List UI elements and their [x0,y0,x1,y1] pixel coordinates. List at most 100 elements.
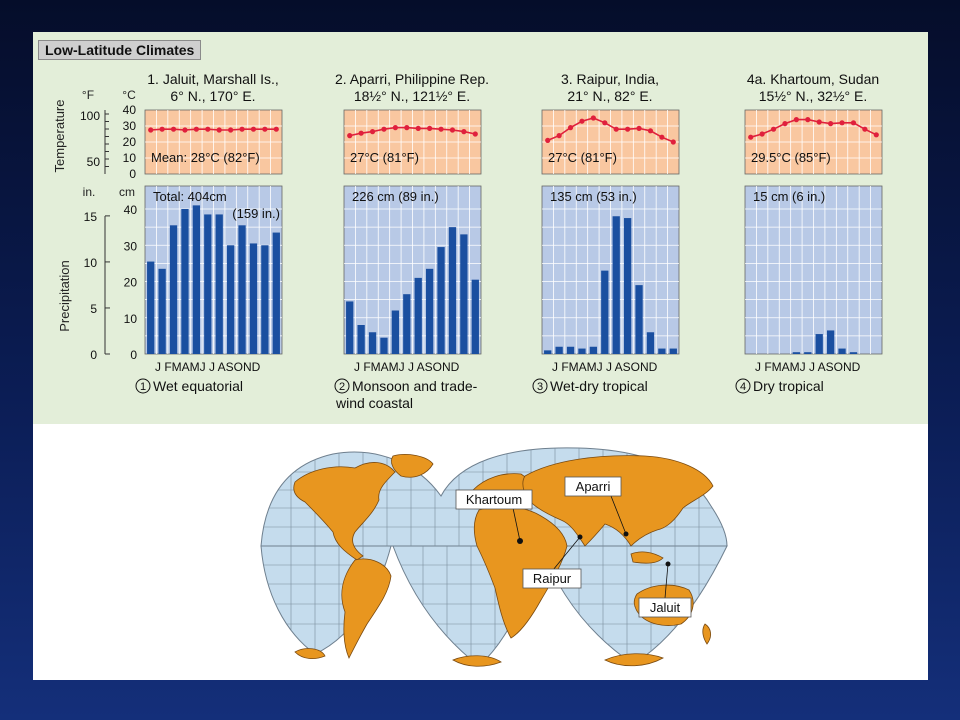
precip-bar [249,243,258,354]
temperature-point [862,126,868,132]
climate-type-caption: 1 Wet equatorial [135,378,243,394]
temperature-point [625,126,631,132]
temperature-point [636,125,642,131]
precip-bar [804,352,812,354]
temperature-point [472,131,478,137]
caption-number-circle [334,378,350,394]
temperature-point [759,131,765,137]
precip-total-label: 226 cm (89 in.) [352,189,439,204]
precip-bar [589,346,598,354]
precip-bar [414,277,422,354]
panel-title: Low-Latitude Climates [38,40,202,60]
temp-unit-f: °F [82,88,94,102]
precip-bar [169,225,178,354]
precip-in-tick: 0 [90,348,97,362]
temperature-point [369,129,376,135]
temp-c-tick: 20 [123,135,137,149]
climate-panel-1: 1. Jaluit, Marshall Is.,6° N., 170° E. Me… [135,71,283,394]
temperature-point [461,129,467,135]
station-title-line: 15½° N., 32½° E. [759,88,867,104]
precip-bar [192,205,201,354]
khartoum-leader [512,507,521,542]
temperature-point [273,126,279,132]
temperature-point [415,125,421,131]
temperature-point [659,134,665,140]
precip-cm-tick: 20 [124,276,138,290]
temperature-point [816,119,822,125]
precip-unit-in: in. [83,185,96,199]
precip-bar [261,245,269,354]
mean-temperature-label: 27°C (81°F) [350,150,419,165]
month-axis-label: J FMAMJ J ASOND [552,360,658,374]
temp-c-tick: 40 [123,103,137,117]
precip-bar [272,232,280,354]
precip-bar [566,346,575,354]
temperature-point [793,117,799,123]
temperature-point [358,130,364,136]
temp-unit-c: °C [122,88,136,102]
precip-bar [181,209,189,354]
temperature-point [239,126,245,132]
raipur-label: Raipur [533,571,572,586]
caption-number-circle [135,378,151,394]
aparri-leader [610,495,627,535]
precip-total-label: 135 cm (53 in.) [550,189,637,204]
precip-bar [815,334,823,354]
caption-number: 3 [537,381,543,393]
slide: Low-Latitude Climates Temperature Precip… [33,32,928,680]
caption-text: Monsoon and trade- [352,378,478,394]
precip-bar [380,337,388,354]
temperature-point [873,132,879,138]
station-title-line: 6° N., 170° E. [170,88,255,104]
map-city-labels: Khartoum Aparri Raipur Jaluit [455,476,692,618]
precip-bar [612,216,620,354]
caption-number: 2 [339,381,345,393]
precip-bar [838,348,846,354]
precip-bar [669,348,677,354]
caption-text: Wet-dry tropical [550,378,648,394]
temperature-point [782,121,788,127]
precip-bar [471,279,479,354]
temperature-point [602,120,608,126]
jaluit-leader [664,563,669,599]
temperature-point [556,133,562,139]
precip-bar [849,352,858,354]
climate-charts: Temperature Precipitation °F °C in. cm 4… [52,71,883,411]
precip-bar [368,332,377,354]
precip-bar [826,330,835,354]
precip-bar [158,268,166,354]
station-title-line: 18½° N., 121½° E. [354,88,470,104]
temperature-point [647,128,654,134]
station-title-line: 2. Aparri, Philippine Rep. [335,71,489,87]
caption-text: Wet equatorial [153,378,243,394]
temperature-point [381,126,387,132]
temperature-point [170,126,177,132]
precip-bar [425,268,434,354]
month-axis-label: J FMAMJ J ASOND [755,360,861,374]
station-title-line: 3. Raipur, India, [561,71,659,87]
precip-bar [448,227,457,354]
precip-in-tick: 15 [84,210,98,224]
temperature-point [828,121,834,127]
station-title-line: 1. Jaluit, Marshall Is., [147,71,279,87]
precipitation-axis-label: Precipitation [57,260,72,332]
new-zealand [702,623,711,645]
precip-cm-tick: 30 [124,239,138,253]
antarctica-1 [294,648,326,660]
precip-bar [635,285,643,354]
precip-bar [391,310,400,354]
temperature-point [216,127,222,133]
precip-bar [792,352,801,354]
temperature-point [748,134,754,140]
africa [473,506,568,639]
precip-cm-tick: 10 [124,312,138,326]
temperature-point [670,139,676,145]
precip-bar [357,325,365,354]
indonesia [630,551,664,564]
temperature-point [545,137,551,143]
temperature-point [182,127,188,133]
raipur-leader [552,536,581,571]
temperature-point [805,117,811,123]
temp-c-tick: 0 [129,167,136,181]
